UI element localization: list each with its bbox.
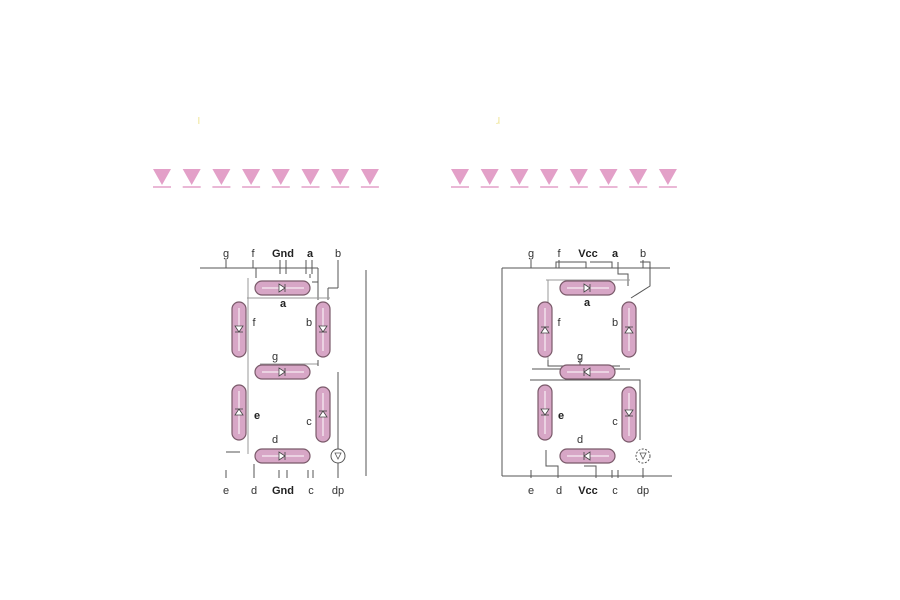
ca-segment-c bbox=[621, 386, 637, 443]
ca-label-c: c bbox=[612, 416, 618, 428]
cc-bottom-pin-e: e bbox=[223, 485, 229, 497]
ca-segment-b bbox=[621, 301, 637, 358]
right-indicator-triangle-2 bbox=[480, 169, 499, 185]
left-indicator-triangle-6 bbox=[301, 169, 320, 185]
ca-top-pin-b: b bbox=[640, 248, 646, 260]
cc-label-c: c bbox=[306, 416, 312, 428]
cc-segment-c bbox=[315, 386, 331, 443]
ca-segment-a bbox=[559, 280, 616, 296]
cc-top-pin-a: a bbox=[307, 248, 314, 260]
right-top-mark: ɹ bbox=[496, 112, 500, 127]
common-anode-display: g f Vcc a b e d Vcc c dp bbox=[501, 248, 672, 497]
ca-bottom-pin-dp: dp bbox=[637, 485, 649, 497]
ca-segment-g bbox=[559, 364, 616, 380]
ca-segment-d bbox=[559, 448, 616, 464]
ca-top-pin-f: f bbox=[557, 248, 561, 260]
cc-label-e: e bbox=[254, 410, 260, 422]
ca-top-pin-a: a bbox=[612, 248, 619, 260]
right-indicator-triangle-5 bbox=[569, 169, 588, 185]
cc-decimal-point bbox=[330, 448, 346, 464]
cc-label-f: f bbox=[252, 317, 256, 329]
left-indicator-triangle-2 bbox=[182, 169, 201, 185]
cc-segment-f bbox=[231, 301, 247, 358]
ca-label-d: d bbox=[577, 434, 583, 446]
cc-bottom-pin-gnd: Gnd bbox=[272, 485, 294, 497]
ca-segment-e bbox=[537, 384, 553, 441]
cc-top-pin-f: f bbox=[251, 248, 255, 260]
right-indicator-row bbox=[451, 169, 677, 188]
cc-label-b: b bbox=[306, 317, 312, 329]
left-indicator-triangle-5 bbox=[271, 169, 290, 185]
cc-segment-d bbox=[254, 448, 311, 464]
left-indicator-triangle-1 bbox=[153, 169, 171, 185]
ca-segment-f bbox=[537, 301, 553, 358]
cc-label-g: g bbox=[272, 351, 278, 363]
cc-top-pin-b: b bbox=[335, 248, 341, 260]
cc-bottom-pin-d: d bbox=[251, 485, 257, 497]
right-indicator-triangle-4 bbox=[540, 169, 559, 185]
ca-bottom-pin-e: e bbox=[528, 485, 534, 497]
ca-label-b: b bbox=[612, 317, 618, 329]
ca-label-f: f bbox=[557, 317, 561, 329]
cc-segment-e bbox=[231, 384, 247, 441]
left-indicator-row bbox=[153, 169, 379, 188]
ca-label-g: g bbox=[577, 351, 583, 363]
ca-bottom-pin-vcc: Vcc bbox=[578, 485, 598, 497]
left-indicator-triangle-7 bbox=[331, 169, 350, 185]
ca-top-pin-vcc: Vcc bbox=[578, 248, 598, 260]
ca-label-e: e bbox=[558, 410, 564, 422]
left-indicator-triangle-3 bbox=[212, 169, 231, 185]
ca-top-pin-g: g bbox=[528, 248, 534, 260]
left-indicator-triangle-4 bbox=[242, 169, 261, 185]
cc-label-d: d bbox=[272, 434, 278, 446]
ca-bottom-pin-c: c bbox=[612, 485, 618, 497]
common-cathode-display: g f Gnd a b e d Gnd c dp bbox=[200, 248, 367, 497]
right-indicator-triangle-8 bbox=[658, 169, 677, 185]
right-indicator-triangle-1 bbox=[451, 169, 469, 185]
ca-label-a: a bbox=[584, 297, 591, 309]
cc-label-a: a bbox=[280, 298, 287, 310]
cc-top-pin-gnd: Gnd bbox=[272, 248, 294, 260]
cc-segment-g bbox=[254, 364, 311, 380]
cc-segment-a bbox=[254, 280, 311, 296]
cc-bottom-pin-dp: dp bbox=[332, 485, 344, 497]
ca-decimal-point bbox=[635, 448, 651, 464]
right-indicator-triangle-3 bbox=[510, 169, 529, 185]
cc-top-pin-g: g bbox=[223, 248, 229, 260]
right-indicator-triangle-6 bbox=[599, 169, 618, 185]
cc-bottom-pin-c: c bbox=[308, 485, 314, 497]
ca-bottom-pin-d: d bbox=[556, 485, 562, 497]
left-indicator-triangle-8 bbox=[360, 169, 379, 185]
left-top-mark: ı bbox=[197, 112, 201, 127]
right-indicator-triangle-7 bbox=[629, 169, 648, 185]
cc-segment-b bbox=[315, 301, 331, 358]
